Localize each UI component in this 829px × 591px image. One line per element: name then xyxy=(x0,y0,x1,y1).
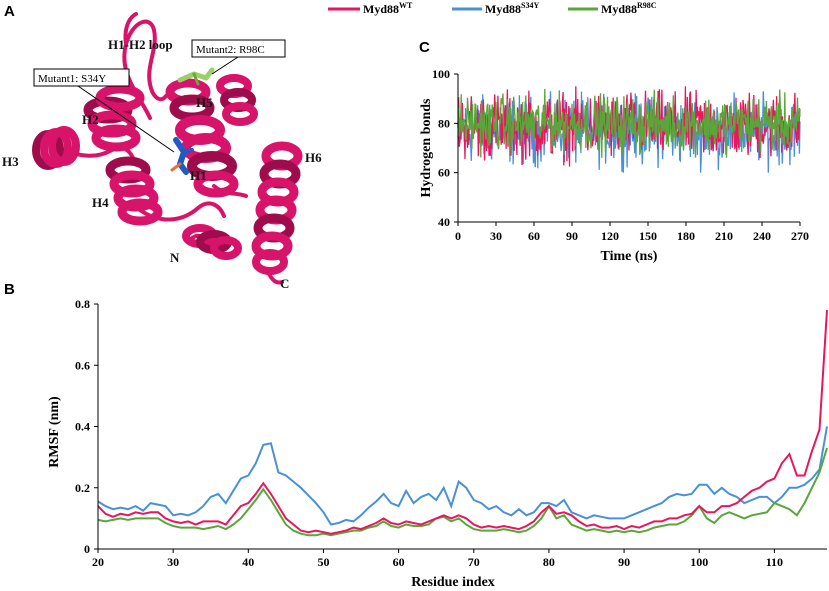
mutant1-residue-sticks xyxy=(170,137,194,175)
helix-h2-ribbon xyxy=(83,84,145,152)
n-terminus-label: N xyxy=(170,250,180,265)
c-terminus-label: C xyxy=(280,276,289,291)
mutant2-callout-text: Mutant2: R98C xyxy=(196,44,265,56)
rmsf-y-tick-label: 0 xyxy=(84,542,90,556)
hbonds-x-tick-label: 120 xyxy=(601,229,619,243)
h1-label: H1 xyxy=(190,168,207,183)
hbonds-line-r98c xyxy=(457,88,801,158)
h4-label: H4 xyxy=(92,195,109,210)
legend-label-s34y: Myd88S34Y xyxy=(485,1,539,16)
rmsf-y-tick-label: 0.8 xyxy=(75,297,90,311)
panel-label-b: B xyxy=(4,281,15,298)
rmsf-x-tick-label: 100 xyxy=(690,555,708,569)
hbonds-x-tick-label: 210 xyxy=(715,229,733,243)
h5-label: H5 xyxy=(196,95,213,110)
hbonds-x-tick-label: 0 xyxy=(455,229,461,243)
hbonds-x-tick-label: 240 xyxy=(753,229,771,243)
hbonds-ticks: 0 30 60 90 120 150 180 210 240 270 40 60 80 100 xyxy=(432,67,809,243)
hbonds-x-tick-label: 270 xyxy=(791,229,809,243)
hbonds-chart: 0 30 60 90 120 150 180 210 240 270 40 60 80 100 Time … xyxy=(419,67,809,264)
rmsf-x-tick-label: 40 xyxy=(242,555,254,569)
hbonds-y-tick-label: 80 xyxy=(438,116,450,130)
h2-label: H2 xyxy=(82,112,99,127)
hbonds-x-tick-label: 60 xyxy=(528,229,540,243)
helix-h1-h5-ribbon xyxy=(165,78,239,198)
h6-label: H6 xyxy=(305,150,322,165)
mutant2-residue-sticks xyxy=(177,67,215,86)
panel-label-a: A xyxy=(4,3,15,20)
legend-item-s34y: Myd88S34Y xyxy=(452,1,539,16)
top-loop-coil xyxy=(123,12,138,46)
legend-label-wt: Myd88WT xyxy=(363,1,413,16)
hbonds-xlabel: Time (ns) xyxy=(601,249,658,264)
rmsf-series-group xyxy=(97,310,828,537)
hbonds-x-tick-label: 30 xyxy=(490,229,502,243)
hbonds-x-tick-label: 90 xyxy=(566,229,578,243)
panel-label-c: C xyxy=(419,39,430,56)
rmsf-x-tick-label: 30 xyxy=(167,555,179,569)
rmsf-x-tick-label: 60 xyxy=(393,555,405,569)
mutant2-callout: Mutant2: R98C xyxy=(191,39,286,75)
hbonds-y-tick-label: 40 xyxy=(438,215,450,229)
rmsf-x-tick-label: 90 xyxy=(618,555,630,569)
rmsf-ticks: 20 30 40 50 60 70 80 90 100 110 0 0.2 0.4 0.6 0.8 xyxy=(75,297,783,569)
legend-item-wt: Myd88WT xyxy=(328,1,413,16)
helix-h6-ribbon xyxy=(251,141,303,275)
hbonds-series-group xyxy=(457,86,801,173)
rmsf-y-tick-label: 0.6 xyxy=(75,358,90,372)
rmsf-x-tick-label: 110 xyxy=(766,555,783,569)
rmsf-chart: 20 30 40 50 60 70 80 90 100 110 0 0.2 0.4 0.6 0.8 Resi… xyxy=(47,297,828,590)
hbonds-y-tick-label: 60 xyxy=(438,166,450,180)
protein-structure-illustration xyxy=(32,12,303,285)
hbonds-line-wt xyxy=(457,86,801,167)
helix-h3-ribbon xyxy=(32,126,80,170)
legend: Myd88WT Myd88S34Y Myd88R98C xyxy=(328,1,657,16)
rmsf-line-s34y xyxy=(97,426,828,526)
rmsf-y-tick-label: 0.2 xyxy=(75,481,90,495)
rmsf-line-r98c xyxy=(97,447,828,537)
h1-h2-loop-label: H1-H2 loop xyxy=(108,37,173,52)
legend-item-r98c: Myd88R98C xyxy=(568,1,657,16)
hbonds-ylabel: Hydrogen bonds xyxy=(419,98,434,197)
helix-h5-right-ribbon xyxy=(216,74,258,126)
helix-n-ribbon xyxy=(182,224,242,260)
mutant1-callout: Mutant1: S34Y xyxy=(33,68,175,153)
hbonds-x-tick-label: 150 xyxy=(639,229,657,243)
legend-label-r98c: Myd88R98C xyxy=(601,1,657,16)
helix-h4-ribbon xyxy=(105,156,163,226)
rmsf-xlabel: Residue index xyxy=(411,575,495,590)
mutant1-callout-text: Mutant1: S34Y xyxy=(38,73,106,85)
rmsf-x-tick-label: 80 xyxy=(543,555,555,569)
rmsf-x-tick-label: 70 xyxy=(468,555,480,569)
hbonds-y-tick-label: 100 xyxy=(432,67,450,81)
h3-label: H3 xyxy=(2,154,19,169)
rmsf-ylabel: RMSF (nm) xyxy=(47,396,62,468)
rmsf-y-tick-label: 0.4 xyxy=(75,420,90,434)
rmsf-x-tick-label: 50 xyxy=(317,555,329,569)
hbonds-x-tick-label: 180 xyxy=(677,229,695,243)
rmsf-x-tick-label: 20 xyxy=(92,555,104,569)
rmsf-line-wt xyxy=(97,310,828,535)
